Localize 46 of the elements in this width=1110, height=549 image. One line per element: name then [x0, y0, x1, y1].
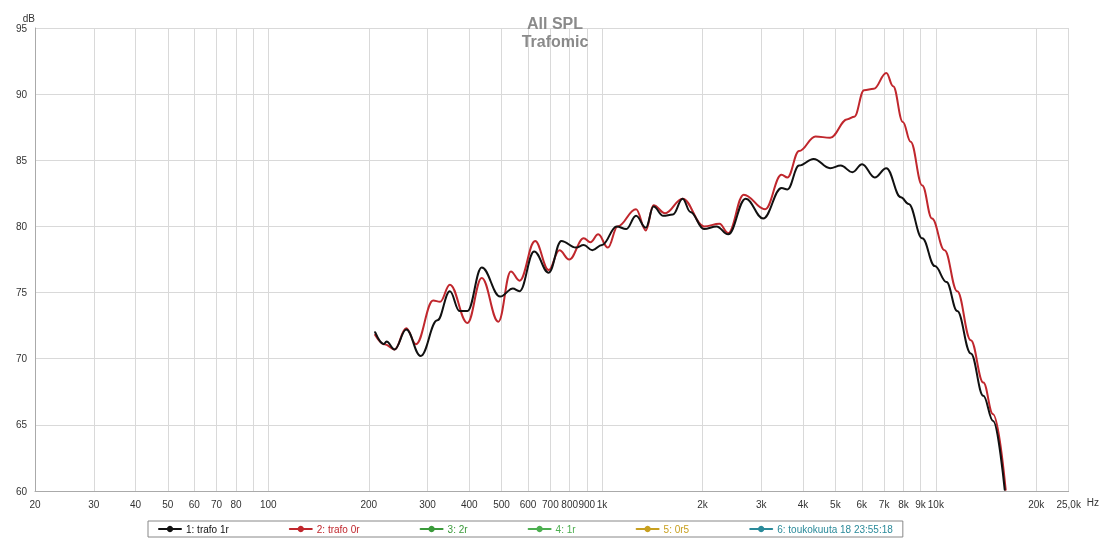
y-tick-label: 65 [15, 419, 28, 431]
x-tick-label: 10k [927, 498, 945, 510]
y-tick-label: 70 [15, 353, 28, 365]
x-tick-label: 700 [542, 498, 560, 510]
x-tick-label: 100 [259, 498, 278, 510]
chart-subtitle: Trafomic [521, 32, 589, 50]
x-tick-label: 7k [878, 498, 891, 510]
x-tick-label: 40 [129, 498, 142, 510]
x-tick-label: 20 [29, 498, 41, 510]
x-tick-label: 8k [898, 498, 910, 510]
x-tick-label: 25,0k [1056, 498, 1082, 510]
x-tick-label: 500 [493, 498, 511, 510]
x-tick-label: 900 [578, 498, 596, 510]
x-tick-label: 50 [162, 498, 174, 510]
chart-title: All SPL [526, 14, 584, 32]
x-tick-label: 1k [596, 498, 609, 510]
y-tick-label: 80 [15, 220, 28, 232]
y-tick-label: 60 [15, 485, 28, 497]
x-tick-label: 60 [188, 498, 201, 510]
y-tick-label: 90 [15, 88, 28, 100]
x-tick-label: 6k [856, 498, 869, 510]
x-tick-label: 20k [1028, 498, 1046, 510]
legend-label: 5: 0r5 [663, 523, 690, 535]
x-tick-label: 200 [360, 498, 378, 510]
x-axis-title: Hz [1086, 496, 1100, 508]
y-tick-label: 95 [15, 22, 28, 34]
x-tick-label: 5k [830, 498, 842, 510]
x-tick-label: 400 [460, 498, 479, 510]
x-tick-label: 800 [561, 498, 579, 510]
y-axis-title: dB [22, 12, 36, 24]
x-tick-label: 3k [756, 498, 768, 510]
x-tick-label: 300 [419, 498, 437, 510]
legend-label: 1: trafo 1r [186, 523, 230, 535]
y-tick-label: 75 [15, 287, 28, 299]
legend-label: 4: 1r [555, 523, 577, 535]
x-tick-label: 9k [915, 498, 927, 510]
x-tick-label: 2k [697, 498, 709, 510]
legend-label: 6: toukokuuta 18 23:55:18 [777, 523, 894, 535]
legend-label: 3: 2r [447, 523, 469, 535]
x-tick-label: 30 [88, 498, 100, 510]
x-tick-label: 80 [230, 498, 242, 510]
x-tick-label: 600 [519, 498, 537, 510]
legend-label: 2: trafo 0r [316, 523, 361, 535]
x-tick-label: 4k [797, 498, 810, 510]
x-tick-label: 70 [211, 498, 223, 510]
y-tick-label: 85 [15, 154, 28, 166]
